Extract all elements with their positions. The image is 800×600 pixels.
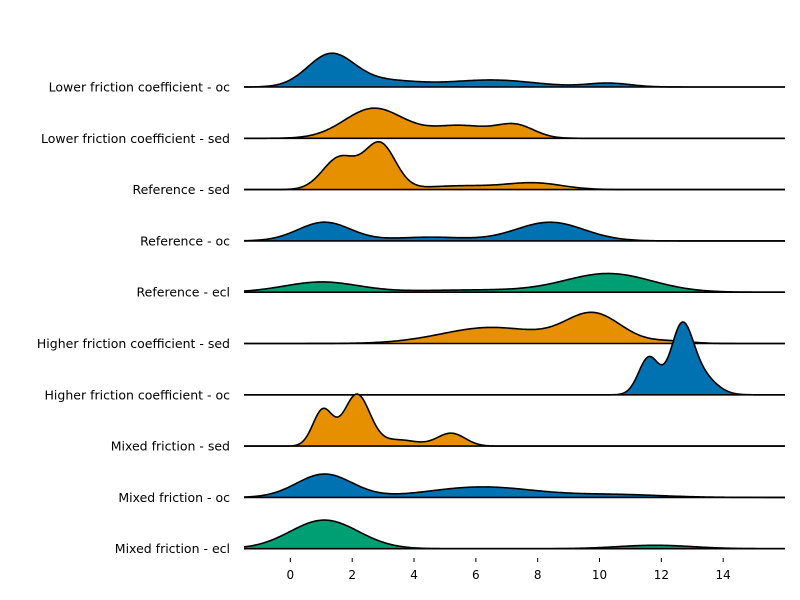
- x-tick-label: 2: [348, 568, 356, 582]
- ridge-10: [243, 519, 785, 550]
- ridges-layer: [243, 52, 786, 550]
- ridge-8: [244, 393, 785, 447]
- ridge-5: [243, 272, 786, 294]
- x-tick-label: 0: [287, 568, 295, 582]
- row-label: Mixed friction - ecl: [115, 541, 230, 556]
- row-label: Higher friction coefficient - sed: [37, 336, 230, 351]
- ridge-area: [244, 273, 785, 293]
- ridge-3: [244, 140, 785, 191]
- x-tick-label: 4: [410, 568, 418, 582]
- row-label: Higher friction coefficient - oc: [45, 387, 231, 402]
- x-axis: 0 2 4 6 8 10 12 14: [287, 558, 731, 582]
- row-label: Lower friction coefficient - oc: [49, 80, 230, 95]
- ridge-outline: [243, 272, 786, 293]
- ridge-area: [244, 222, 785, 241]
- ridge-area: [244, 322, 785, 395]
- ridge-area: [244, 520, 785, 549]
- ridge-area: [244, 474, 785, 498]
- ridge-9: [243, 473, 785, 499]
- ridge-area: [244, 312, 785, 344]
- row-label: Reference - oc: [140, 233, 230, 248]
- row-label: Lower friction coefficient - sed: [41, 131, 230, 146]
- x-tick-label: 6: [472, 568, 480, 582]
- row-label: Mixed friction - sed: [111, 439, 230, 454]
- ridge-area: [244, 108, 785, 139]
- ridge-area: [244, 394, 785, 447]
- ridge-4: [243, 221, 785, 242]
- x-tick-label: 14: [716, 568, 731, 582]
- ridge-area: [244, 141, 785, 190]
- ridge-6: [244, 311, 785, 345]
- row-labels-layer: Lower friction coefficient - oc Lower fri…: [37, 80, 230, 557]
- ridge-7: [244, 321, 785, 396]
- row-label: Reference - sed: [132, 182, 230, 197]
- row-label: Mixed friction - oc: [118, 490, 230, 505]
- ridge-1: [243, 52, 785, 88]
- x-tick-label: 12: [654, 568, 669, 582]
- x-tick-label: 10: [592, 568, 607, 582]
- ridge-area: [244, 53, 785, 87]
- x-tick-label: 8: [534, 568, 542, 582]
- row-label: Reference - ecl: [137, 285, 230, 300]
- ridge-2: [244, 107, 785, 140]
